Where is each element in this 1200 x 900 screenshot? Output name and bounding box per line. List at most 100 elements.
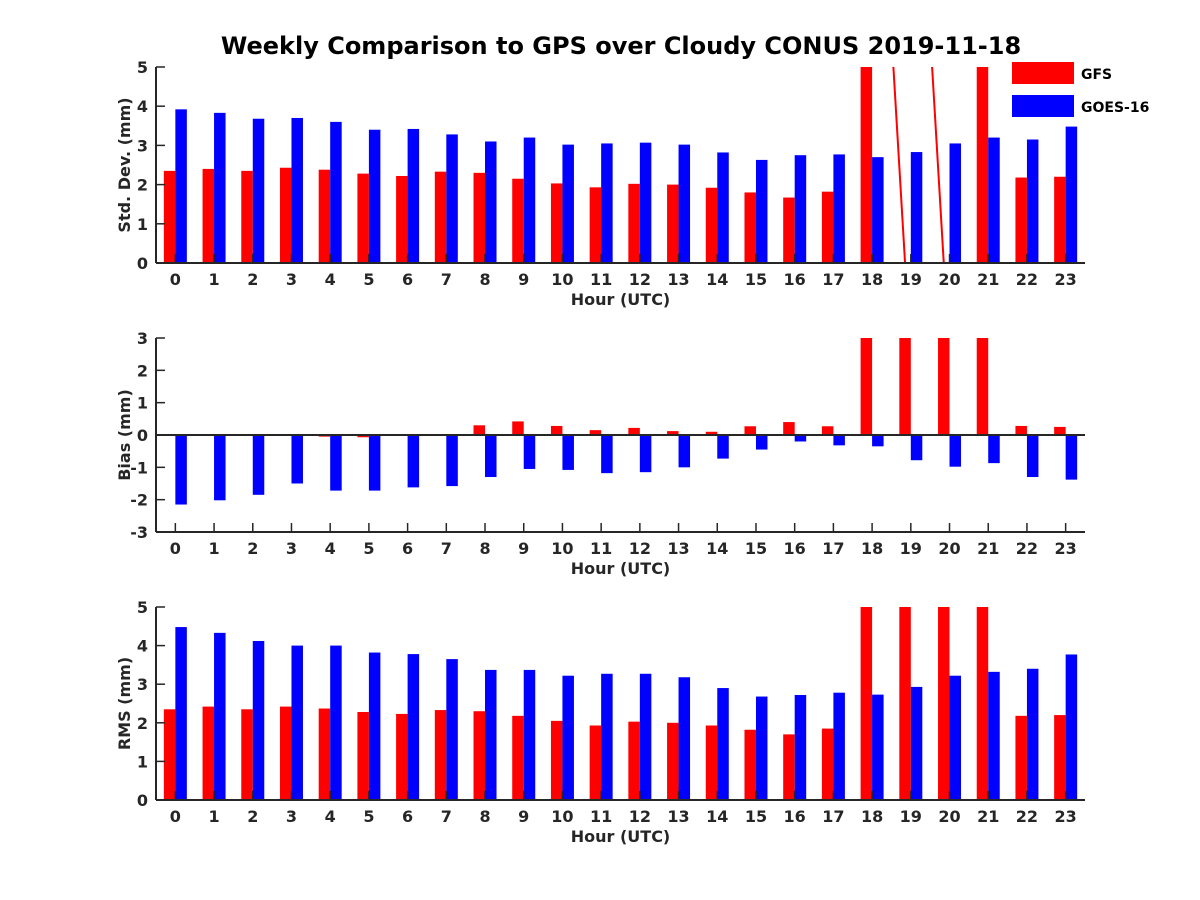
bar-gfs-15 bbox=[744, 426, 756, 435]
x-tick-label: 3 bbox=[286, 539, 297, 558]
x-tick-label: 21 bbox=[977, 539, 999, 558]
bar-goes16-7 bbox=[446, 134, 458, 263]
bar-goes16-5 bbox=[368, 129, 381, 263]
y-tick-label: 4 bbox=[137, 637, 148, 656]
x-tick-label: 9 bbox=[518, 539, 529, 558]
x-tick-label: 17 bbox=[822, 270, 844, 289]
y-tick-label: 3 bbox=[137, 136, 148, 155]
bar-gfs-2 bbox=[241, 709, 253, 800]
bar-goes16-1 bbox=[214, 632, 226, 800]
x-tick-label: 18 bbox=[861, 807, 883, 826]
y-tick-label: 0 bbox=[137, 791, 148, 810]
bar-goes16-11 bbox=[601, 673, 613, 800]
bar-goes16-16 bbox=[794, 435, 807, 442]
bar-gfs-22 bbox=[1015, 177, 1027, 263]
x-tick-label: 19 bbox=[900, 270, 922, 289]
x-tick-label: 14 bbox=[706, 539, 728, 558]
bar-gfs-16 bbox=[783, 422, 795, 435]
bar-gfs-11 bbox=[589, 725, 602, 800]
bar-gfs-6 bbox=[396, 175, 408, 263]
bar-gfs-17 bbox=[821, 191, 834, 263]
x-tick-label: 5 bbox=[363, 539, 374, 558]
y-tick-label: 1 bbox=[137, 394, 148, 413]
x-tick-label: 7 bbox=[441, 539, 452, 558]
bar-gfs-5 bbox=[357, 435, 369, 438]
legend-swatch-gfs bbox=[1012, 62, 1074, 84]
x-tick-label: 22 bbox=[1016, 807, 1038, 826]
x-tick-label: 12 bbox=[629, 539, 651, 558]
x-tick-label: 12 bbox=[629, 270, 651, 289]
bar-goes16-20 bbox=[949, 435, 962, 467]
bar-goes16-0 bbox=[175, 109, 187, 263]
bar-goes16-4 bbox=[330, 435, 342, 491]
x-tick-label: 13 bbox=[667, 807, 689, 826]
x-tick-label: 1 bbox=[208, 539, 219, 558]
x-tick-label: 8 bbox=[479, 539, 490, 558]
bar-gfs-0 bbox=[163, 170, 176, 263]
y-tick-label: -2 bbox=[130, 491, 148, 510]
bar-goes16-17 bbox=[833, 154, 845, 263]
bar-gfs-11 bbox=[589, 430, 602, 435]
x-tick-label: 23 bbox=[1055, 270, 1077, 289]
x-tick-label: 8 bbox=[479, 270, 490, 289]
bar-goes16-19 bbox=[910, 686, 923, 800]
x-tick-label: 0 bbox=[170, 807, 181, 826]
x-axis-label: Hour (UTC) bbox=[571, 827, 671, 846]
bar-goes16-9 bbox=[523, 137, 536, 263]
bar-goes16-10 bbox=[562, 144, 574, 263]
x-tick-label: 19 bbox=[900, 807, 922, 826]
bar-goes16-12 bbox=[639, 673, 652, 800]
bar-gfs-16 bbox=[783, 197, 795, 263]
bar-goes16-13 bbox=[678, 144, 691, 263]
bar-goes16-14 bbox=[717, 435, 729, 459]
y-tick-label: 5 bbox=[137, 58, 148, 77]
bar-gfs-17 bbox=[821, 728, 834, 800]
bar-goes16-20 bbox=[949, 143, 962, 263]
bar-goes16-18 bbox=[872, 157, 884, 263]
bar-gfs-13 bbox=[667, 722, 679, 800]
x-tick-label: 1 bbox=[208, 270, 219, 289]
bar-gfs-1 bbox=[202, 168, 215, 263]
bar-gfs-12 bbox=[628, 183, 640, 263]
bar-goes16-15 bbox=[755, 435, 768, 450]
bar-gfs-23 bbox=[1054, 715, 1066, 800]
bar-goes16-19 bbox=[910, 152, 923, 263]
x-tick-label: 0 bbox=[170, 539, 181, 558]
x-tick-label: 3 bbox=[286, 807, 297, 826]
bar-gfs-9 bbox=[512, 178, 524, 263]
x-tick-label: 7 bbox=[441, 807, 452, 826]
bar-gfs-8 bbox=[473, 425, 486, 435]
x-tick-label: 0 bbox=[170, 270, 181, 289]
x-tick-label: 16 bbox=[784, 539, 806, 558]
x-tick-label: 4 bbox=[325, 807, 336, 826]
x-tick-label: 13 bbox=[667, 539, 689, 558]
bar-gfs-5 bbox=[357, 173, 369, 263]
bar-goes16-16 bbox=[794, 155, 807, 263]
x-tick-label: 5 bbox=[363, 270, 374, 289]
bar-gfs-12 bbox=[628, 721, 640, 800]
bar-goes16-22 bbox=[1026, 435, 1039, 478]
bar-gfs-18 bbox=[860, 338, 873, 435]
bar-gfs-0 bbox=[163, 709, 176, 800]
bar-gfs-15 bbox=[744, 729, 756, 800]
bar-gfs-15 bbox=[744, 192, 756, 263]
bar-goes16-9 bbox=[523, 435, 536, 469]
bar-gfs-6 bbox=[396, 713, 408, 800]
bar-goes16-4 bbox=[330, 645, 342, 800]
bar-gfs-9 bbox=[512, 715, 524, 800]
y-tick-label: 3 bbox=[137, 329, 148, 348]
bar-goes16-16 bbox=[794, 695, 807, 800]
bar-goes16-4 bbox=[330, 121, 342, 263]
bar-gfs-13 bbox=[667, 184, 679, 263]
bar-goes16-14 bbox=[717, 152, 729, 263]
bar-gfs-23 bbox=[1054, 426, 1066, 435]
bar-gfs-13 bbox=[667, 431, 679, 435]
y-tick-label: 3 bbox=[137, 675, 148, 694]
x-axis-label: Hour (UTC) bbox=[571, 290, 671, 309]
x-tick-label: 14 bbox=[706, 270, 728, 289]
line-gfs-offscale-19 bbox=[892, 66, 907, 264]
bar-gfs-10 bbox=[550, 720, 563, 800]
x-tick-label: 18 bbox=[861, 539, 883, 558]
